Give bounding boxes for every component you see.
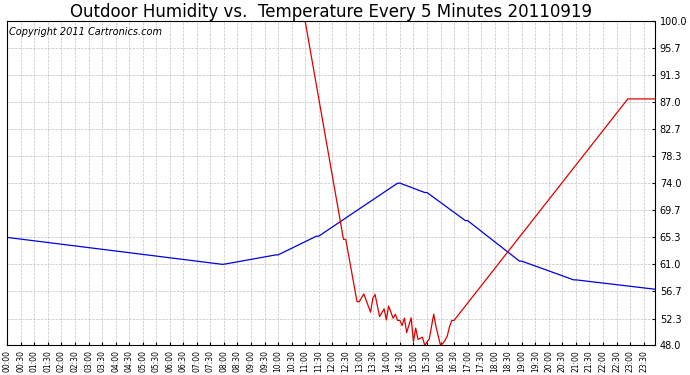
Title: Outdoor Humidity vs.  Temperature Every 5 Minutes 20110919: Outdoor Humidity vs. Temperature Every 5…	[70, 3, 592, 21]
Text: Copyright 2011 Cartronics.com: Copyright 2011 Cartronics.com	[8, 27, 161, 38]
